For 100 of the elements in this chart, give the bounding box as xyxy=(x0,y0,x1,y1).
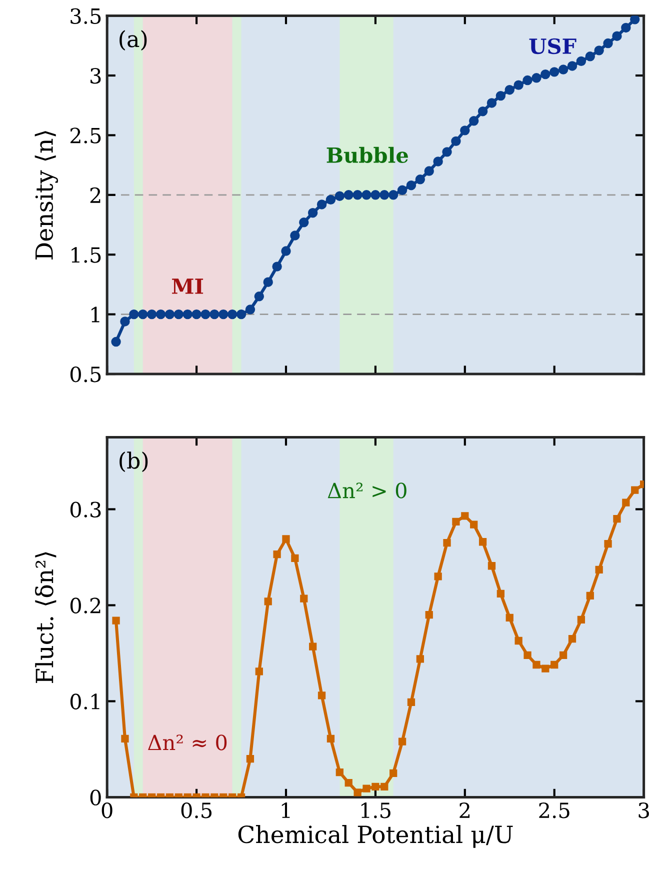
point xyxy=(227,309,238,320)
y-tick-label: 2 xyxy=(90,187,100,203)
point xyxy=(486,98,497,108)
point xyxy=(397,185,408,195)
point xyxy=(406,180,416,190)
point xyxy=(442,147,452,157)
point xyxy=(254,292,264,302)
point xyxy=(318,692,326,700)
point xyxy=(380,782,388,790)
point xyxy=(264,598,272,606)
point xyxy=(380,190,390,200)
point xyxy=(478,538,487,546)
point xyxy=(558,64,568,74)
point xyxy=(621,22,631,33)
point xyxy=(326,194,336,205)
point xyxy=(576,56,586,66)
point xyxy=(398,738,406,746)
point xyxy=(309,642,317,650)
point xyxy=(585,52,595,62)
annotation: Δn² ≈ 0 xyxy=(148,734,227,750)
point xyxy=(174,309,184,320)
point xyxy=(630,16,640,24)
point xyxy=(362,784,370,792)
point xyxy=(111,336,121,347)
point xyxy=(200,309,210,320)
point xyxy=(273,550,281,558)
y-axis-title: Fluct. ⟨δn²⟩ xyxy=(35,552,56,684)
point xyxy=(504,84,514,95)
point xyxy=(210,309,220,320)
point xyxy=(577,616,586,624)
point xyxy=(496,90,506,101)
point xyxy=(532,660,540,669)
point xyxy=(549,67,560,77)
y-tick-label: 0.5 xyxy=(70,366,101,382)
point xyxy=(478,106,488,116)
y-axis-title: Density ⟨n⟩ xyxy=(34,131,58,260)
point xyxy=(559,651,568,659)
point xyxy=(388,190,398,200)
point xyxy=(218,309,228,320)
point xyxy=(496,590,504,598)
point xyxy=(468,116,479,126)
y-tick-label: 0 xyxy=(90,790,101,806)
annotation: (b) xyxy=(120,452,148,472)
point xyxy=(334,191,345,201)
point xyxy=(524,651,532,659)
y-tick-label: 1 xyxy=(92,306,100,322)
point xyxy=(164,309,175,320)
point xyxy=(595,566,603,574)
point xyxy=(604,540,612,548)
x-tick-label: 0 xyxy=(102,802,112,818)
point xyxy=(308,208,318,218)
point xyxy=(594,46,604,56)
x-tick-label: 2 xyxy=(460,802,470,818)
point xyxy=(281,246,291,256)
point xyxy=(282,535,290,543)
point xyxy=(470,520,478,528)
point xyxy=(622,498,630,506)
point xyxy=(192,309,202,320)
point xyxy=(316,200,327,210)
y-tick-label: 2.5 xyxy=(70,128,101,144)
point xyxy=(506,614,514,622)
point xyxy=(407,698,416,706)
point xyxy=(433,156,443,166)
point xyxy=(156,309,166,320)
point xyxy=(522,75,532,86)
point xyxy=(138,309,148,320)
point xyxy=(460,126,470,136)
point xyxy=(129,309,139,320)
point xyxy=(246,755,254,763)
point xyxy=(263,277,273,287)
point xyxy=(120,316,130,326)
point xyxy=(514,80,524,90)
point xyxy=(390,769,398,778)
point xyxy=(354,788,362,796)
point xyxy=(112,616,120,624)
annotation: Δn² > 0 xyxy=(328,482,406,498)
point xyxy=(299,218,309,228)
point xyxy=(352,190,362,200)
point xyxy=(434,572,442,580)
point xyxy=(452,518,460,526)
x-tick-label: 0.5 xyxy=(181,802,212,818)
annotation: MI xyxy=(172,278,204,294)
point xyxy=(613,515,621,523)
point xyxy=(631,486,639,494)
point xyxy=(461,512,469,520)
point xyxy=(290,230,300,240)
point xyxy=(415,174,426,184)
y-tick-label: 0.1 xyxy=(70,694,100,710)
y-tick-label: 0.2 xyxy=(70,598,100,614)
point xyxy=(362,190,372,200)
point xyxy=(451,136,461,146)
y-tick-label: 3 xyxy=(90,68,101,84)
point xyxy=(255,668,263,676)
point xyxy=(182,309,192,320)
annotation: (a) xyxy=(120,30,147,50)
y-tick-label: 1.5 xyxy=(72,247,101,263)
point xyxy=(540,69,550,80)
point xyxy=(443,539,451,547)
point xyxy=(567,61,578,71)
x-axis-title: Chemical Potential μ/U xyxy=(238,825,513,848)
